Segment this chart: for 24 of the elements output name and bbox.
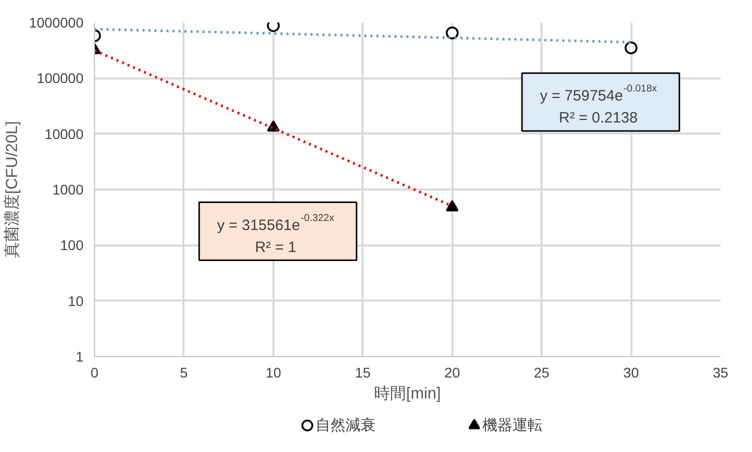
point [446,26,459,40]
point [446,200,459,212]
annotation: R² = 1 [255,238,296,256]
x-tick-label: 15 [355,364,371,380]
y-tick-label: 1000000 [28,14,84,30]
y-tick-label: 100 [60,237,84,254]
x-axis-title: 時間[min] [374,384,441,402]
x-tick-label: 5 [180,364,188,380]
x-tick-label: 25 [534,364,550,380]
y-tick-label: 100000 [36,70,84,86]
point [624,41,638,54]
annotation: R² = 0.2138 [558,110,638,127]
x-tick-label: 35 [712,364,728,380]
y-tick-label: 10 [68,292,84,309]
legend-label: 機器運転 [482,417,543,434]
y-tick-label: 1 [76,348,84,364]
y-tick-label: 10000 [44,126,84,142]
y-axis-title: 真菌濃度[CFU/20L] [2,121,21,258]
x-tick-label: 0 [90,364,99,380]
x-tick-label: 30 [623,364,640,380]
legend-label: 自然減衰 [316,417,376,434]
y-tick-label: 1000 [52,182,84,198]
x-tick-label: 10 [266,364,282,380]
x-tick-label: 20 [444,364,460,380]
